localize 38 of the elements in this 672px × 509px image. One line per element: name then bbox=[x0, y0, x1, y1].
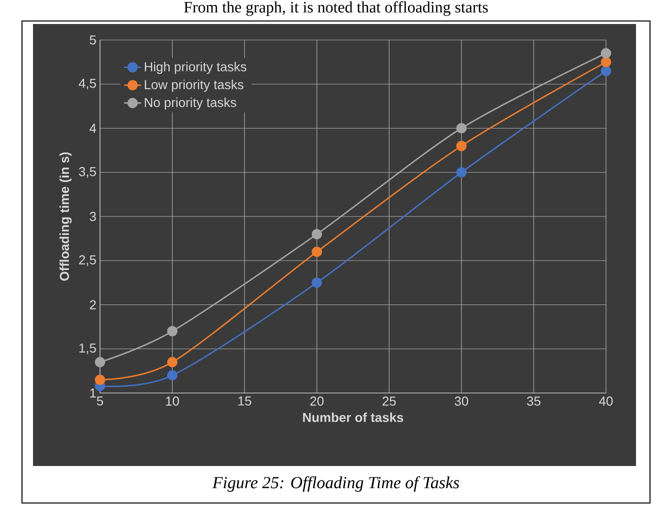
legend-label: High priority tasks bbox=[144, 62, 246, 74]
point bbox=[167, 370, 178, 381]
point bbox=[94, 356, 106, 368]
point bbox=[312, 228, 322, 240]
point bbox=[600, 66, 612, 76]
point bbox=[167, 356, 178, 368]
point bbox=[456, 167, 467, 178]
legend-label: No priority tasks bbox=[144, 98, 236, 110]
y-axis-title: Offloading time (in s) bbox=[60, 152, 72, 281]
text: From the graph, it is noted that offloading starts bbox=[184, 1, 488, 16]
y-tick-label: 5 bbox=[90, 35, 96, 45]
y-tick-label: 1 bbox=[90, 388, 96, 398]
x-tick-label: 30 bbox=[454, 396, 468, 406]
y-tick-label: 3,5 bbox=[78, 167, 96, 178]
y-tick-label: 2,5 bbox=[79, 255, 96, 266]
point bbox=[600, 56, 612, 68]
point bbox=[94, 374, 106, 385]
point bbox=[456, 123, 467, 134]
x-axis-title: Number of tasks bbox=[303, 412, 404, 422]
point bbox=[456, 140, 467, 152]
legend-label: Low priority tasks bbox=[144, 80, 244, 92]
y-tick-label: 4,5 bbox=[78, 78, 96, 90]
x-tick-label: 25 bbox=[382, 396, 396, 406]
y-tick-label: 4 bbox=[90, 124, 96, 133]
y-tick-label: 3 bbox=[90, 212, 96, 222]
caption: Figure 25: Offloading Time of Tasks bbox=[212, 476, 460, 492]
point bbox=[600, 48, 612, 58]
x-tick-label: 35 bbox=[527, 396, 540, 406]
x-tick-label: 5 bbox=[96, 396, 104, 406]
point bbox=[312, 246, 322, 258]
y-tick-label: 1,5 bbox=[79, 344, 96, 354]
x-tick-label: 40 bbox=[599, 396, 613, 406]
x-tick-label: 15 bbox=[238, 396, 252, 406]
point bbox=[167, 326, 178, 336]
x-tick-label: 10 bbox=[166, 396, 179, 406]
point bbox=[312, 277, 322, 288]
y-tick-label: 2 bbox=[90, 300, 96, 310]
x-tick-label: 20 bbox=[310, 396, 324, 406]
